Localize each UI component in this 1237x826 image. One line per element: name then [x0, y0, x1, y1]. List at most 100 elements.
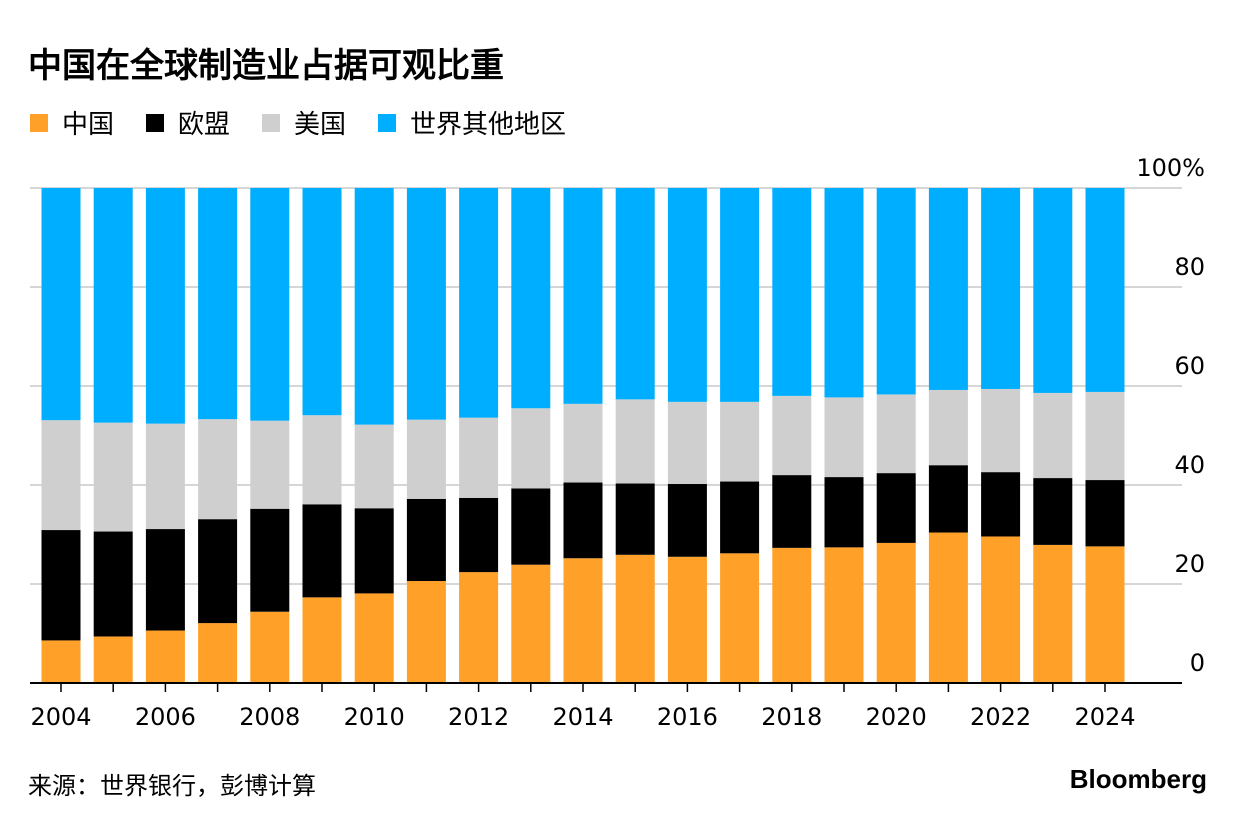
legend-swatch-rest-of-world — [378, 113, 397, 132]
bar-segment — [459, 572, 499, 683]
x-tick-label: 2010 — [344, 703, 405, 731]
bar-segment — [876, 394, 916, 474]
bar-segment — [198, 419, 238, 520]
bar-segment — [667, 401, 707, 485]
x-tick-label: 2024 — [1074, 703, 1135, 731]
y-tick-label: 100% — [1136, 154, 1205, 182]
bar-segment — [406, 581, 446, 683]
bar-segment — [928, 532, 968, 683]
bar-segment — [354, 508, 394, 594]
bar-segment — [615, 399, 655, 484]
bar-segment — [928, 188, 968, 390]
legend-item-china: 中国 — [30, 104, 114, 141]
x-tick-label: 2016 — [657, 703, 718, 731]
x-tick-label: 2006 — [135, 703, 196, 731]
bar-segment — [1085, 480, 1125, 547]
bar-segment — [563, 558, 603, 683]
bar-segment — [1085, 391, 1125, 481]
bar-segment — [145, 630, 185, 683]
bar-segment — [981, 388, 1021, 473]
bar-segment — [41, 420, 81, 531]
bar-segment — [720, 553, 760, 683]
bar-segment — [302, 504, 342, 598]
bar-segment — [41, 640, 81, 683]
legend-label-us: 美国 — [294, 110, 347, 140]
bar-segment — [667, 188, 707, 402]
x-tick-label: 2014 — [552, 703, 613, 731]
x-tick-label: 2018 — [761, 703, 822, 731]
legend-item-us: 美国 — [262, 104, 346, 141]
bar-segment — [928, 465, 968, 533]
bar-segment — [250, 188, 290, 421]
bar-segment — [1033, 478, 1073, 545]
bar-segment — [772, 188, 812, 396]
bar-segment — [250, 611, 290, 683]
bar-segment — [406, 498, 446, 582]
bar-segment — [511, 564, 551, 683]
bar-segment — [772, 395, 812, 476]
bar-segment — [615, 554, 655, 683]
brand-logo: Bloomberg — [1069, 764, 1207, 794]
x-tick-label: 2004 — [30, 703, 91, 731]
bar-segment — [876, 473, 916, 543]
bar-segment — [720, 188, 760, 402]
y-tick-label: 20 — [1174, 550, 1205, 578]
y-tick-label: 40 — [1174, 451, 1205, 479]
bar-segment — [93, 636, 133, 683]
legend-swatch-china — [30, 113, 48, 132]
bar-segment — [511, 188, 551, 409]
bar-segment — [772, 547, 812, 683]
bar-segment — [93, 188, 133, 423]
bar-segment — [563, 482, 603, 559]
bar-segment — [302, 597, 342, 683]
y-tick-label: 80 — [1174, 253, 1205, 281]
bar-segment — [1085, 546, 1125, 683]
bar-segment — [250, 420, 290, 509]
source-note: 来源：世界银行，彭博计算 — [28, 772, 316, 800]
bar-segment — [41, 188, 81, 421]
bar-segment — [1033, 544, 1073, 683]
x-tick-label: 2020 — [866, 703, 927, 731]
bar-segment — [198, 519, 238, 624]
legend-item-rest-of-world: 世界其他地区 — [378, 104, 566, 141]
bar-segment — [981, 472, 1021, 537]
legend-item-eu: 欧盟 — [146, 104, 230, 141]
bar-segment — [511, 488, 551, 565]
legend-label-china: 中国 — [62, 110, 115, 140]
bar-segment — [981, 536, 1021, 683]
bar-segment — [302, 188, 342, 416]
bar-segment — [720, 481, 760, 554]
bar-segment — [198, 623, 238, 683]
bar-segment — [302, 415, 342, 505]
x-tick-label: 2022 — [970, 703, 1031, 731]
bar-segment — [41, 530, 81, 641]
bar-segment — [824, 547, 864, 683]
bar-segment — [876, 188, 916, 395]
legend-swatch-us — [262, 113, 281, 132]
bar-segment — [93, 422, 133, 532]
bar-segment — [1085, 188, 1125, 392]
bar-segment — [928, 389, 968, 466]
x-tick-label: 2008 — [239, 703, 300, 731]
bar-segment — [824, 188, 864, 398]
y-tick-label: 60 — [1174, 352, 1205, 380]
y-tick-label: 0 — [1190, 649, 1205, 677]
bar-segment — [981, 188, 1021, 389]
bar-segment — [145, 529, 185, 631]
bar-segment — [354, 188, 394, 425]
bar-segment — [459, 188, 499, 418]
bar-segment — [354, 593, 394, 683]
chart-title: 中国在全球制造业占据可观比重 — [28, 46, 504, 86]
legend-label-rest-of-world: 世界其他地区 — [410, 110, 567, 140]
legend-label-eu: 欧盟 — [178, 110, 231, 140]
bar-segment — [720, 401, 760, 482]
bar-segment — [145, 188, 185, 424]
bar-segment — [824, 477, 864, 548]
bar-segment — [563, 188, 603, 404]
bar-segment — [1033, 392, 1073, 479]
bar-segment — [615, 483, 655, 555]
bar-segment — [1033, 188, 1073, 393]
bar-segment — [250, 508, 290, 612]
bar-segment — [876, 542, 916, 683]
